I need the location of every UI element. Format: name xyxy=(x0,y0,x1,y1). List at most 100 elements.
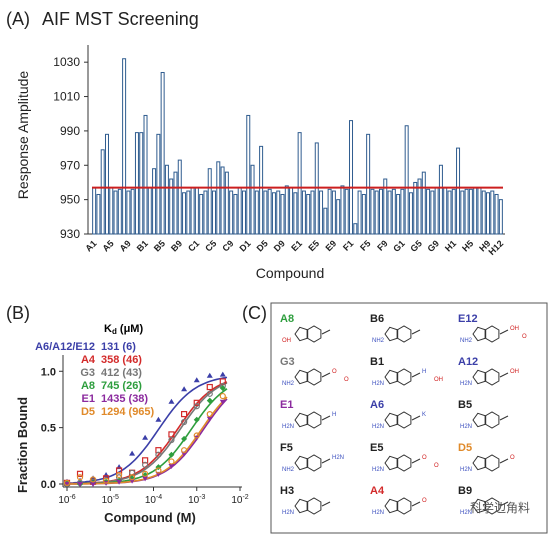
bar xyxy=(139,132,144,235)
bar xyxy=(207,168,212,235)
compound-name: A8 xyxy=(280,313,294,325)
data-point xyxy=(206,397,213,404)
bar xyxy=(173,171,178,235)
data-point xyxy=(142,434,149,440)
structure-h3: H3 H2N xyxy=(280,485,331,516)
thiazole-ring xyxy=(294,455,309,471)
compound-name: H3 xyxy=(280,485,294,497)
bar xyxy=(182,192,187,235)
x-tick-label: B9 xyxy=(169,238,184,253)
substituent-label: NH2 xyxy=(282,467,295,473)
thiazole-ring xyxy=(472,455,487,471)
substituent-label: H2N xyxy=(282,424,294,430)
bar xyxy=(267,188,272,235)
structure-f5: F5 NH2 H2N xyxy=(280,442,344,473)
substituent-label: OH xyxy=(510,326,519,332)
x-tick-label: F5 xyxy=(358,238,373,253)
structure-b9: B9 H2N xyxy=(458,485,509,516)
y-tick-label: 930 xyxy=(60,227,80,241)
panel-c-label: (C) xyxy=(242,303,267,323)
legend-kd-value: 412 (43) xyxy=(101,367,142,379)
structure-a12: A12 H2N OH xyxy=(458,356,519,387)
bar xyxy=(233,193,238,235)
x-tick-label: C9 xyxy=(220,238,235,253)
benzene-ring xyxy=(396,411,412,429)
structure-a8: A8 OH xyxy=(280,313,331,344)
thiazole-ring xyxy=(384,412,399,428)
bar xyxy=(438,164,443,235)
x-tick-label: F9 xyxy=(375,238,390,253)
bar xyxy=(434,187,439,235)
bond xyxy=(321,458,331,464)
panel-b-legend-header: Kd (μM) xyxy=(104,323,143,336)
bar xyxy=(126,190,131,235)
x-tick-label: H12 xyxy=(487,238,506,257)
bond xyxy=(411,415,421,421)
substituent-label: H2N xyxy=(460,381,472,387)
bar xyxy=(481,190,486,235)
substituent-label: H2N xyxy=(460,424,472,430)
thiazole-ring xyxy=(384,455,399,471)
x-tick-label: G5 xyxy=(408,238,424,254)
y-tick-label: 1030 xyxy=(53,55,80,69)
bar xyxy=(130,188,135,235)
structure-b5: B5 H2N xyxy=(458,399,509,430)
structure-e5: E5 H2N O O xyxy=(370,442,439,473)
substituent-label: H2N xyxy=(372,424,384,430)
bar xyxy=(426,188,431,235)
data-point xyxy=(193,399,200,406)
bar xyxy=(224,171,229,235)
bond xyxy=(499,329,509,335)
substituent-label: H2N xyxy=(372,467,384,473)
x-tick-label: G1 xyxy=(391,238,407,254)
bar xyxy=(113,190,118,235)
x-tick-label: D5 xyxy=(255,238,270,253)
bar xyxy=(383,178,388,235)
bar xyxy=(366,133,371,235)
data-point xyxy=(76,470,84,477)
thiazole-ring xyxy=(384,369,399,385)
bar xyxy=(246,114,251,235)
x-tick-label: E1 xyxy=(289,238,304,253)
panel-a-ylabel: Response Amplitude xyxy=(15,71,31,200)
bar xyxy=(254,190,259,235)
bond xyxy=(499,458,509,464)
data-point xyxy=(168,431,175,438)
data-point xyxy=(168,436,175,444)
bar xyxy=(331,190,336,235)
benzene-ring xyxy=(484,497,500,515)
y-tick-label: 0.5 xyxy=(41,423,56,435)
bar xyxy=(280,193,285,235)
structure-a4: A4 H2N O xyxy=(370,485,427,516)
structure-g3: G3 NH2 O O xyxy=(280,356,349,387)
data-point xyxy=(193,416,200,423)
y-tick-label: 0.0 xyxy=(41,479,56,491)
bar xyxy=(327,188,332,235)
data-point xyxy=(142,461,149,468)
compound-name: B9 xyxy=(458,485,472,497)
y-tick-label: 1010 xyxy=(53,90,80,104)
panel-a-x-ticks: A1 A5 A9 B1 B5 B9 C1 C5 C9 D1 D5 D9 E1 E5 E9 F1 F5 F9 G1 G5… xyxy=(83,238,505,257)
substituent-label: H2N xyxy=(460,510,472,516)
benzene-ring xyxy=(396,497,412,515)
x-tick-label: 10-3 xyxy=(188,494,205,506)
bar xyxy=(494,193,499,235)
legend-series-name: D5 xyxy=(81,406,95,418)
data-point xyxy=(193,403,200,410)
x-tick-label: 10-6 xyxy=(58,494,75,506)
panel-a-bars xyxy=(92,58,503,235)
bar xyxy=(289,187,294,235)
bar xyxy=(370,188,375,235)
bar xyxy=(421,171,426,235)
data-point xyxy=(193,377,200,383)
data-point xyxy=(181,418,188,426)
bar xyxy=(152,168,157,235)
x-tick-label: 10-5 xyxy=(102,494,119,506)
bar xyxy=(301,190,306,235)
bar xyxy=(100,149,105,235)
compound-name: G3 xyxy=(280,356,295,368)
bar xyxy=(413,181,418,235)
bar xyxy=(212,190,217,235)
bar xyxy=(357,190,362,235)
bond xyxy=(411,458,421,464)
